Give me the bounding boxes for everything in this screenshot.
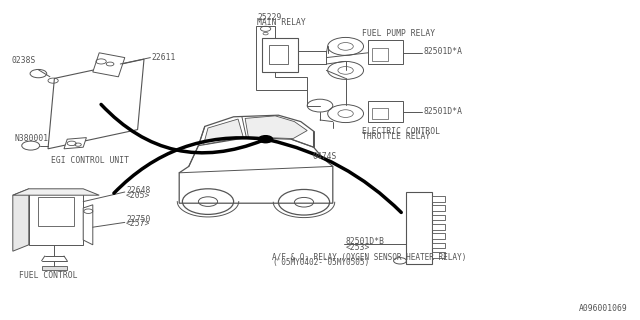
Text: 0238S: 0238S bbox=[12, 56, 36, 65]
Bar bbox=[432, 243, 445, 248]
Polygon shape bbox=[245, 116, 307, 139]
Bar bbox=[372, 108, 388, 119]
Bar bbox=[432, 196, 445, 202]
Text: 22611: 22611 bbox=[152, 53, 176, 62]
Bar bbox=[432, 252, 445, 258]
Bar bbox=[29, 189, 83, 245]
Text: MAIN RELAY: MAIN RELAY bbox=[257, 18, 306, 27]
Text: FUEL CONTROL: FUEL CONTROL bbox=[19, 271, 77, 280]
Text: 82501D*A: 82501D*A bbox=[424, 47, 463, 56]
Polygon shape bbox=[64, 138, 86, 149]
Text: EGI CONTROL UNIT: EGI CONTROL UNIT bbox=[51, 156, 129, 165]
Polygon shape bbox=[256, 26, 307, 90]
Text: THROTTLE RELAY: THROTTLE RELAY bbox=[362, 132, 430, 140]
Bar bbox=[42, 266, 67, 270]
Text: 22750: 22750 bbox=[126, 215, 150, 224]
Polygon shape bbox=[93, 53, 125, 77]
Bar bbox=[372, 48, 388, 61]
Polygon shape bbox=[179, 138, 333, 203]
Text: <253>: <253> bbox=[346, 243, 370, 252]
Text: ('05MY0402-'05MY0505): ('05MY0402-'05MY0505) bbox=[272, 258, 369, 267]
Polygon shape bbox=[13, 189, 99, 195]
Text: 0474S: 0474S bbox=[312, 152, 337, 161]
Text: 22648: 22648 bbox=[126, 186, 150, 195]
Polygon shape bbox=[204, 119, 243, 145]
Polygon shape bbox=[48, 59, 144, 149]
Text: A/F & O₂ RELAY (OXGEN SENSOR HEATER RELAY): A/F & O₂ RELAY (OXGEN SENSOR HEATER RELA… bbox=[272, 253, 467, 262]
Text: FUEL PUMP RELAY: FUEL PUMP RELAY bbox=[362, 29, 435, 38]
Text: <205>: <205> bbox=[126, 191, 150, 200]
Text: A096001069: A096001069 bbox=[579, 304, 627, 313]
Text: 82501D*A: 82501D*A bbox=[424, 107, 463, 116]
Bar bbox=[262, 38, 298, 72]
Bar bbox=[269, 45, 288, 64]
Bar bbox=[432, 224, 445, 230]
Bar bbox=[432, 233, 445, 239]
Polygon shape bbox=[83, 205, 93, 245]
Bar bbox=[432, 205, 445, 211]
Bar bbox=[406, 192, 432, 264]
Circle shape bbox=[259, 136, 273, 143]
Text: <257>: <257> bbox=[126, 220, 150, 228]
Text: 25229: 25229 bbox=[257, 13, 282, 22]
Text: 82501D*B: 82501D*B bbox=[346, 237, 385, 246]
Text: ELECTRIC CONTROL: ELECTRIC CONTROL bbox=[362, 127, 440, 136]
Bar bbox=[38, 197, 74, 226]
Bar bbox=[432, 214, 445, 220]
Bar bbox=[368, 40, 403, 64]
Bar bbox=[368, 101, 403, 122]
Text: N380001: N380001 bbox=[14, 134, 48, 143]
Polygon shape bbox=[13, 189, 29, 251]
